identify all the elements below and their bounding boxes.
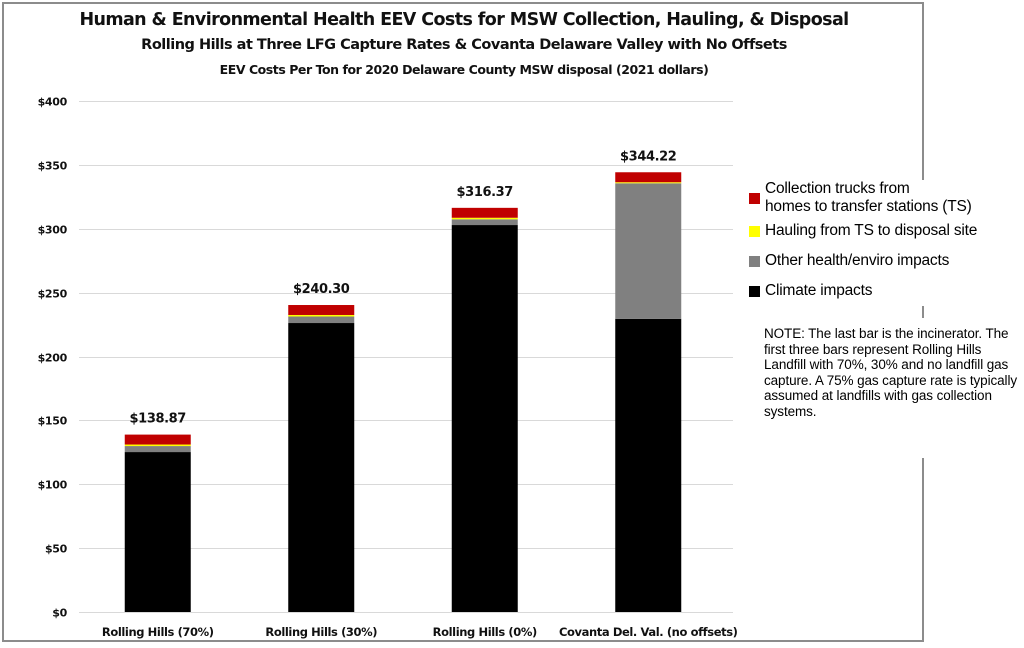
- bar-segment-collection: [124, 434, 191, 445]
- legend-swatch-collection: [749, 192, 760, 204]
- data-labels: $138.87 $240.30 $316.37 $344.22: [130, 149, 677, 426]
- bar-segment-collection: [288, 305, 355, 315]
- legend-item-collection: Collection trucks from homes to transfer…: [744, 180, 1024, 216]
- legend-label-climate: Climate impacts: [765, 282, 873, 299]
- y-tick-label: $250: [38, 288, 68, 301]
- legend: Collection trucks from homes to transfer…: [744, 180, 1024, 306]
- note-text: NOTE: The last bar is the incinerator. T…: [764, 326, 1017, 419]
- y-tick-label: $50: [45, 543, 68, 556]
- total-data-label: $138.87: [130, 412, 187, 427]
- note-box: NOTE: The last bar is the incinerator. T…: [744, 318, 1024, 458]
- bars: [124, 172, 682, 612]
- bar-segment-climate: [288, 323, 355, 612]
- bar-segment-collection: [451, 207, 518, 218]
- total-data-label: $316.37: [457, 185, 514, 200]
- bar-segment-collection: [615, 172, 682, 183]
- y-tick-label: $300: [38, 224, 68, 237]
- legend-swatch-climate: [749, 285, 760, 297]
- legend-swatch-other: [749, 255, 760, 267]
- y-tick-label: $100: [38, 479, 68, 492]
- legend-label-hauling: Hauling from TS to disposal site: [765, 222, 978, 239]
- y-tick-label: $200: [38, 352, 68, 365]
- chart-subtitle: Rolling Hills at Three LFG Capture Rates…: [141, 37, 787, 53]
- legend-item-other: Other health/enviro impacts: [744, 252, 1024, 270]
- total-data-label: $240.30: [293, 282, 350, 297]
- legend-swatch-hauling: [749, 225, 760, 237]
- y-tick-label: $350: [38, 160, 68, 173]
- legend-label-collection-line2: homes to transfer stations (TS): [765, 198, 972, 215]
- bar-segment-climate: [451, 225, 518, 612]
- y-tick-label: $400: [38, 96, 68, 109]
- x-tick-label: Rolling Hills (0%): [433, 625, 537, 639]
- bar-segment-climate: [124, 452, 191, 612]
- bar-segment-other: [451, 219, 518, 226]
- x-axis-ticks: Rolling Hills (70%) Rolling Hills (30%) Ro…: [102, 625, 738, 639]
- legend-item-climate: Climate impacts: [744, 282, 1024, 300]
- bar-segment-other: [615, 183, 682, 319]
- bar-segment-hauling: [615, 182, 682, 184]
- chart-subtitle-2: EEV Costs Per Ton for 2020 Delaware Coun…: [219, 62, 709, 77]
- chart-title: Human & Environmental Health EEV Costs f…: [79, 10, 849, 30]
- total-data-label: $344.22: [620, 149, 676, 164]
- bar-segment-climate: [615, 318, 682, 612]
- legend-label-other: Other health/enviro impacts: [765, 252, 950, 269]
- bar-segment-hauling: [124, 444, 191, 447]
- y-tick-label: $0: [52, 607, 67, 620]
- x-tick-label: Rolling Hills (30%): [265, 625, 377, 639]
- y-axis-ticks: $0 $50 $100 $150 $200 $250 $300 $350 $400: [38, 96, 68, 620]
- y-tick-label: $150: [38, 415, 68, 428]
- bar-segment-hauling: [288, 314, 355, 317]
- x-tick-label: Covanta Del. Val. (no offsets): [559, 625, 738, 639]
- legend-label-collection: Collection trucks from homes to transfer…: [765, 180, 972, 216]
- legend-label-collection-line1: Collection trucks from: [765, 180, 910, 197]
- bar-segment-other: [288, 316, 355, 324]
- legend-item-hauling: Hauling from TS to disposal site: [744, 222, 1024, 240]
- bar-segment-other: [124, 446, 191, 453]
- x-tick-label: Rolling Hills (70%): [102, 625, 214, 639]
- bar-segment-hauling: [451, 217, 518, 220]
